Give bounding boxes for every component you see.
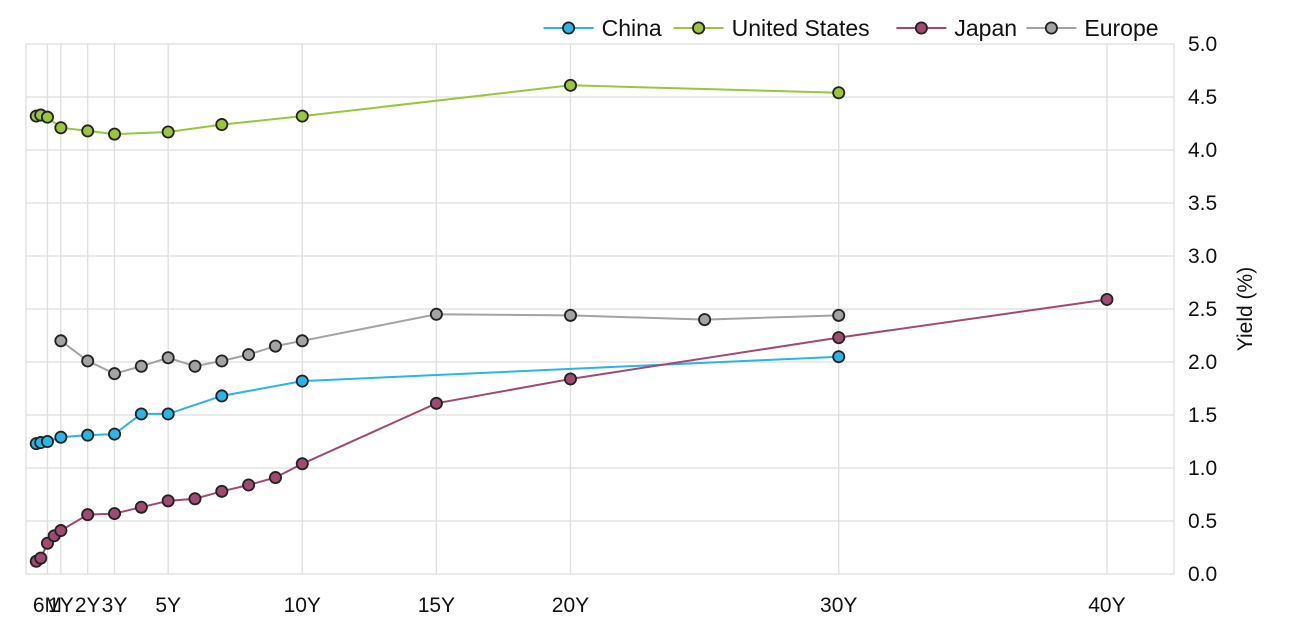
data-point [188,359,202,373]
data-point [563,78,577,92]
chart-legend: China United States Japan Europe [543,15,1159,41]
legend-label: Japan [954,15,1017,41]
data-point [429,396,443,410]
data-point [161,125,175,139]
data-point [832,350,846,364]
data-point [563,308,577,322]
legend-label: Europe [1084,15,1158,41]
y-axis-tick-labels: 0.0 0.5 1.0 1.5 2.0 2.5 3.0 3.5 4.0 4.5 5.0 [1188,33,1217,586]
data-point [188,492,202,506]
data-point [34,551,48,565]
legend-label: United States [732,15,870,41]
data-point [134,359,148,373]
data-point [81,508,95,522]
legend-entry: United States [673,15,870,41]
legend-marker [562,21,576,35]
data-point [215,389,229,403]
data-point [108,367,122,381]
legend-marker [914,21,928,35]
x-tick-label: 10Y [284,594,321,617]
data-point [54,121,68,135]
data-point [242,478,256,492]
data-point [832,308,846,322]
data-point [215,484,229,498]
data-point [40,434,54,448]
y-tick-label: 2.5 [1188,298,1217,321]
x-tick-label: 6M [33,594,62,617]
x-tick-label: 15Y [418,594,455,617]
series-line [60,313,839,375]
data-point [242,348,256,362]
x-tick-label: 40Y [1088,594,1125,617]
series-line [35,298,1108,563]
data-point [81,428,95,442]
series-layer [29,78,1114,568]
y-tick-label: 4.0 [1188,139,1217,162]
data-point [54,430,68,444]
data-point [268,339,282,353]
legend-marker [1044,21,1058,35]
data-point [134,407,148,421]
x-tick-label: 1Y [48,594,74,617]
data-point [215,118,229,132]
chart-gridlines [25,43,1175,575]
legend-label: China [602,15,662,41]
data-point [108,427,122,441]
legend-entry: China [543,15,662,41]
data-point [161,494,175,508]
data-point [161,407,175,421]
data-point [54,334,68,348]
series-europe [54,307,846,381]
y-tick-label: 3.0 [1188,245,1217,268]
y-tick-label: 1.5 [1188,404,1217,427]
y-tick-label: 3.5 [1188,192,1217,215]
data-point [134,500,148,514]
data-point [429,307,443,321]
series-united-states [29,78,846,141]
data-point [295,457,309,471]
series-line [36,84,839,136]
data-point [81,124,95,138]
y-tick-label: 5.0 [1188,33,1217,56]
legend-entry: Europe [1026,15,1159,41]
y-axis-title: Yield (%) [1234,267,1257,351]
y-tick-label: 4.5 [1188,86,1217,109]
data-point [832,331,846,345]
data-point [268,471,282,485]
data-point [295,109,309,123]
x-tick-label: 30Y [820,594,857,617]
data-point [54,524,68,538]
data-point [215,354,229,368]
data-point [108,507,122,521]
x-tick-label: 20Y [552,594,589,617]
data-point [295,334,309,348]
y-tick-label: 0.0 [1188,563,1217,586]
series-japan [29,292,1114,568]
data-point [161,351,175,365]
data-point [108,127,122,141]
legend-marker [692,21,706,35]
data-point [563,372,577,386]
y-tick-label: 2.0 [1188,351,1217,374]
data-point [295,374,309,388]
data-point [81,354,95,368]
data-point [832,86,846,100]
x-tick-label: 2Y [75,594,101,617]
series-china [29,350,846,451]
x-tick-label: 3Y [102,594,128,617]
x-tick-label: 5Y [155,594,181,617]
data-point [1100,292,1114,306]
legend-entry: Japan [896,15,1017,41]
data-point [698,313,712,327]
data-point [40,110,54,124]
y-tick-label: 1.0 [1188,457,1217,480]
y-tick-label: 0.5 [1188,510,1217,533]
